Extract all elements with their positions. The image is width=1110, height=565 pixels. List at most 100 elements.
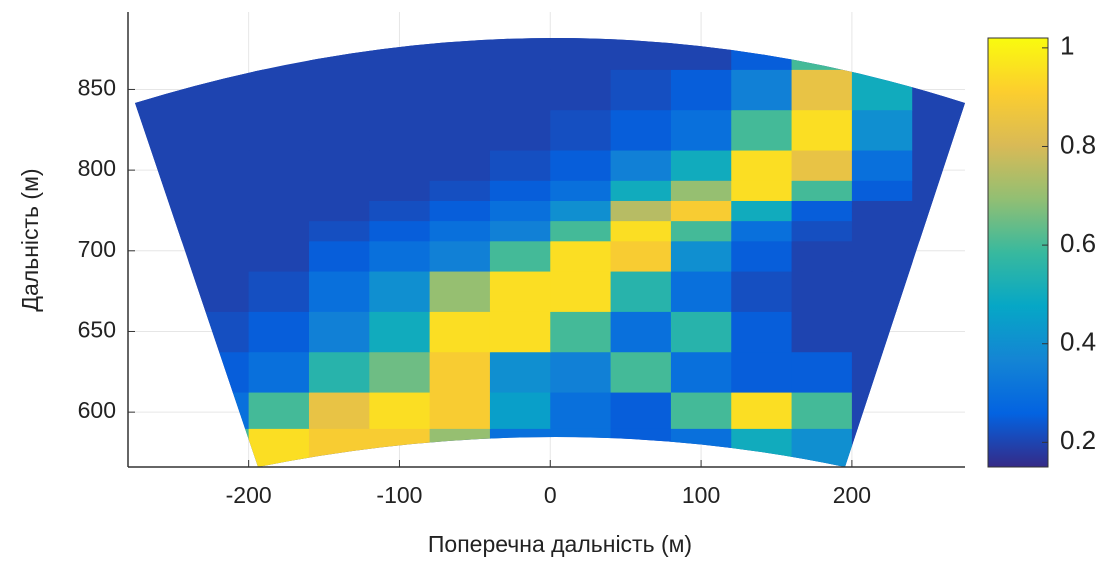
y-tick-label: 700: [78, 236, 116, 262]
heatmap-cell: [792, 150, 853, 181]
heatmap-cell: [912, 110, 965, 151]
heatmap-cell: [550, 150, 611, 181]
heatmap-cell: [852, 12, 913, 70]
heatmap-cell: [731, 311, 792, 352]
heatmap-cell: [309, 352, 370, 393]
heatmap-cell: [309, 69, 370, 110]
heatmap-cell: [490, 271, 551, 312]
heatmap-cell: [912, 180, 965, 201]
heatmap-cell: [430, 392, 491, 429]
x-tick-label: 100: [682, 482, 720, 508]
heatmap-cell: [249, 180, 310, 201]
heatmap-cell: [611, 311, 672, 352]
heatmap-cell: [188, 200, 249, 221]
heatmap-cell: [430, 428, 491, 467]
heatmap-cell: [852, 221, 913, 242]
heatmap-cell: [369, 352, 430, 393]
heatmap-cell: [550, 241, 611, 272]
heatmap-cell: [852, 200, 913, 221]
colorbar-tick-label: 0.8: [1060, 129, 1096, 159]
heatmap-cell: [611, 221, 672, 242]
heatmap-cell: [188, 352, 249, 393]
heatmap-cell: [550, 221, 611, 242]
x-tick-label: -100: [376, 482, 422, 508]
heatmap-cell: [852, 241, 913, 272]
heatmap-cell: [188, 221, 249, 242]
heatmap-cell: [430, 110, 491, 151]
heatmap-cell: [430, 241, 491, 272]
heatmap-cell: [611, 271, 672, 312]
heatmap-cell: [671, 221, 732, 242]
heatmap-cell: [731, 110, 792, 151]
heatmap-cell: [671, 271, 732, 312]
heatmap-cell: [731, 271, 792, 312]
heatmap-cell: [430, 150, 491, 181]
heatmap-cell: [792, 428, 853, 467]
heatmap-cell: [188, 241, 249, 272]
heatmap-cell: [490, 352, 551, 393]
heatmap-cell: [731, 69, 792, 110]
heatmap-cell: [369, 241, 430, 272]
heatmap-cell: [852, 180, 913, 201]
heatmap-cell: [611, 241, 672, 272]
heatmap-cell: [792, 110, 853, 151]
heatmap-cell: [671, 180, 732, 201]
x-tick-label: -200: [226, 482, 272, 508]
heatmap-cell: [490, 110, 551, 151]
heatmap-cell: [852, 352, 913, 393]
heatmap-cell: [792, 241, 853, 272]
chart: 600650700800850-200-1000100200 Дальність…: [0, 0, 1110, 565]
colorbar-tick-label: 0.2: [1060, 425, 1096, 455]
y-tick-label: 650: [78, 317, 116, 343]
heatmap-cell: [430, 12, 491, 70]
heatmap-cell: [128, 221, 189, 242]
x-tick-label: 200: [833, 482, 871, 508]
heatmap-cell: [309, 180, 370, 201]
heatmap-cell: [309, 428, 370, 467]
heatmap-cell: [852, 392, 913, 429]
heatmap-cell: [249, 311, 310, 352]
heatmap-cell: [490, 12, 551, 70]
heatmap-cell: [490, 180, 551, 201]
heatmap-cell: [671, 150, 732, 181]
heatmap-cell: [430, 180, 491, 201]
heatmap-cell: [550, 392, 611, 429]
heatmap-cell: [671, 110, 732, 151]
x-tick-label: 0: [544, 482, 557, 508]
heatmap-cell: [731, 150, 792, 181]
heatmap-cell: [611, 200, 672, 221]
heatmap-cell: [611, 392, 672, 429]
heatmap-cell: [852, 69, 913, 110]
heatmap-cell: [792, 352, 853, 393]
heatmap-cell: [731, 180, 792, 201]
heatmap-cell: [671, 200, 732, 221]
heatmap-cell: [249, 271, 310, 312]
heatmap-cell: [550, 311, 611, 352]
heatmap-cell: [611, 180, 672, 201]
heatmap-cell: [249, 392, 310, 429]
heatmap-cell: [550, 110, 611, 151]
heatmap-cell: [611, 12, 672, 70]
heatmap-cell: [550, 428, 611, 467]
heatmap-cell: [550, 12, 611, 70]
heatmap-cell: [369, 271, 430, 312]
heatmap-cell: [792, 271, 853, 312]
heatmap-cell: [309, 110, 370, 151]
heatmap-cell: [611, 110, 672, 151]
heatmap-cell: [792, 392, 853, 429]
heatmap-cell: [611, 69, 672, 110]
heatmap-cell: [249, 110, 310, 151]
heatmap-cell: [792, 69, 853, 110]
heatmap-cell: [369, 69, 430, 110]
heatmap-cell: [852, 110, 913, 151]
heatmap-cell: [490, 428, 551, 467]
heatmap-cell: [550, 180, 611, 201]
heatmap-cell: [430, 200, 491, 221]
heatmap-cell: [309, 150, 370, 181]
heatmap-cell: [550, 271, 611, 312]
heatmap-cell: [731, 241, 792, 272]
heatmap-cell: [369, 180, 430, 201]
heatmap-cell: [611, 352, 672, 393]
heatmap-cell: [249, 200, 310, 221]
heatmap-cell: [792, 12, 853, 70]
